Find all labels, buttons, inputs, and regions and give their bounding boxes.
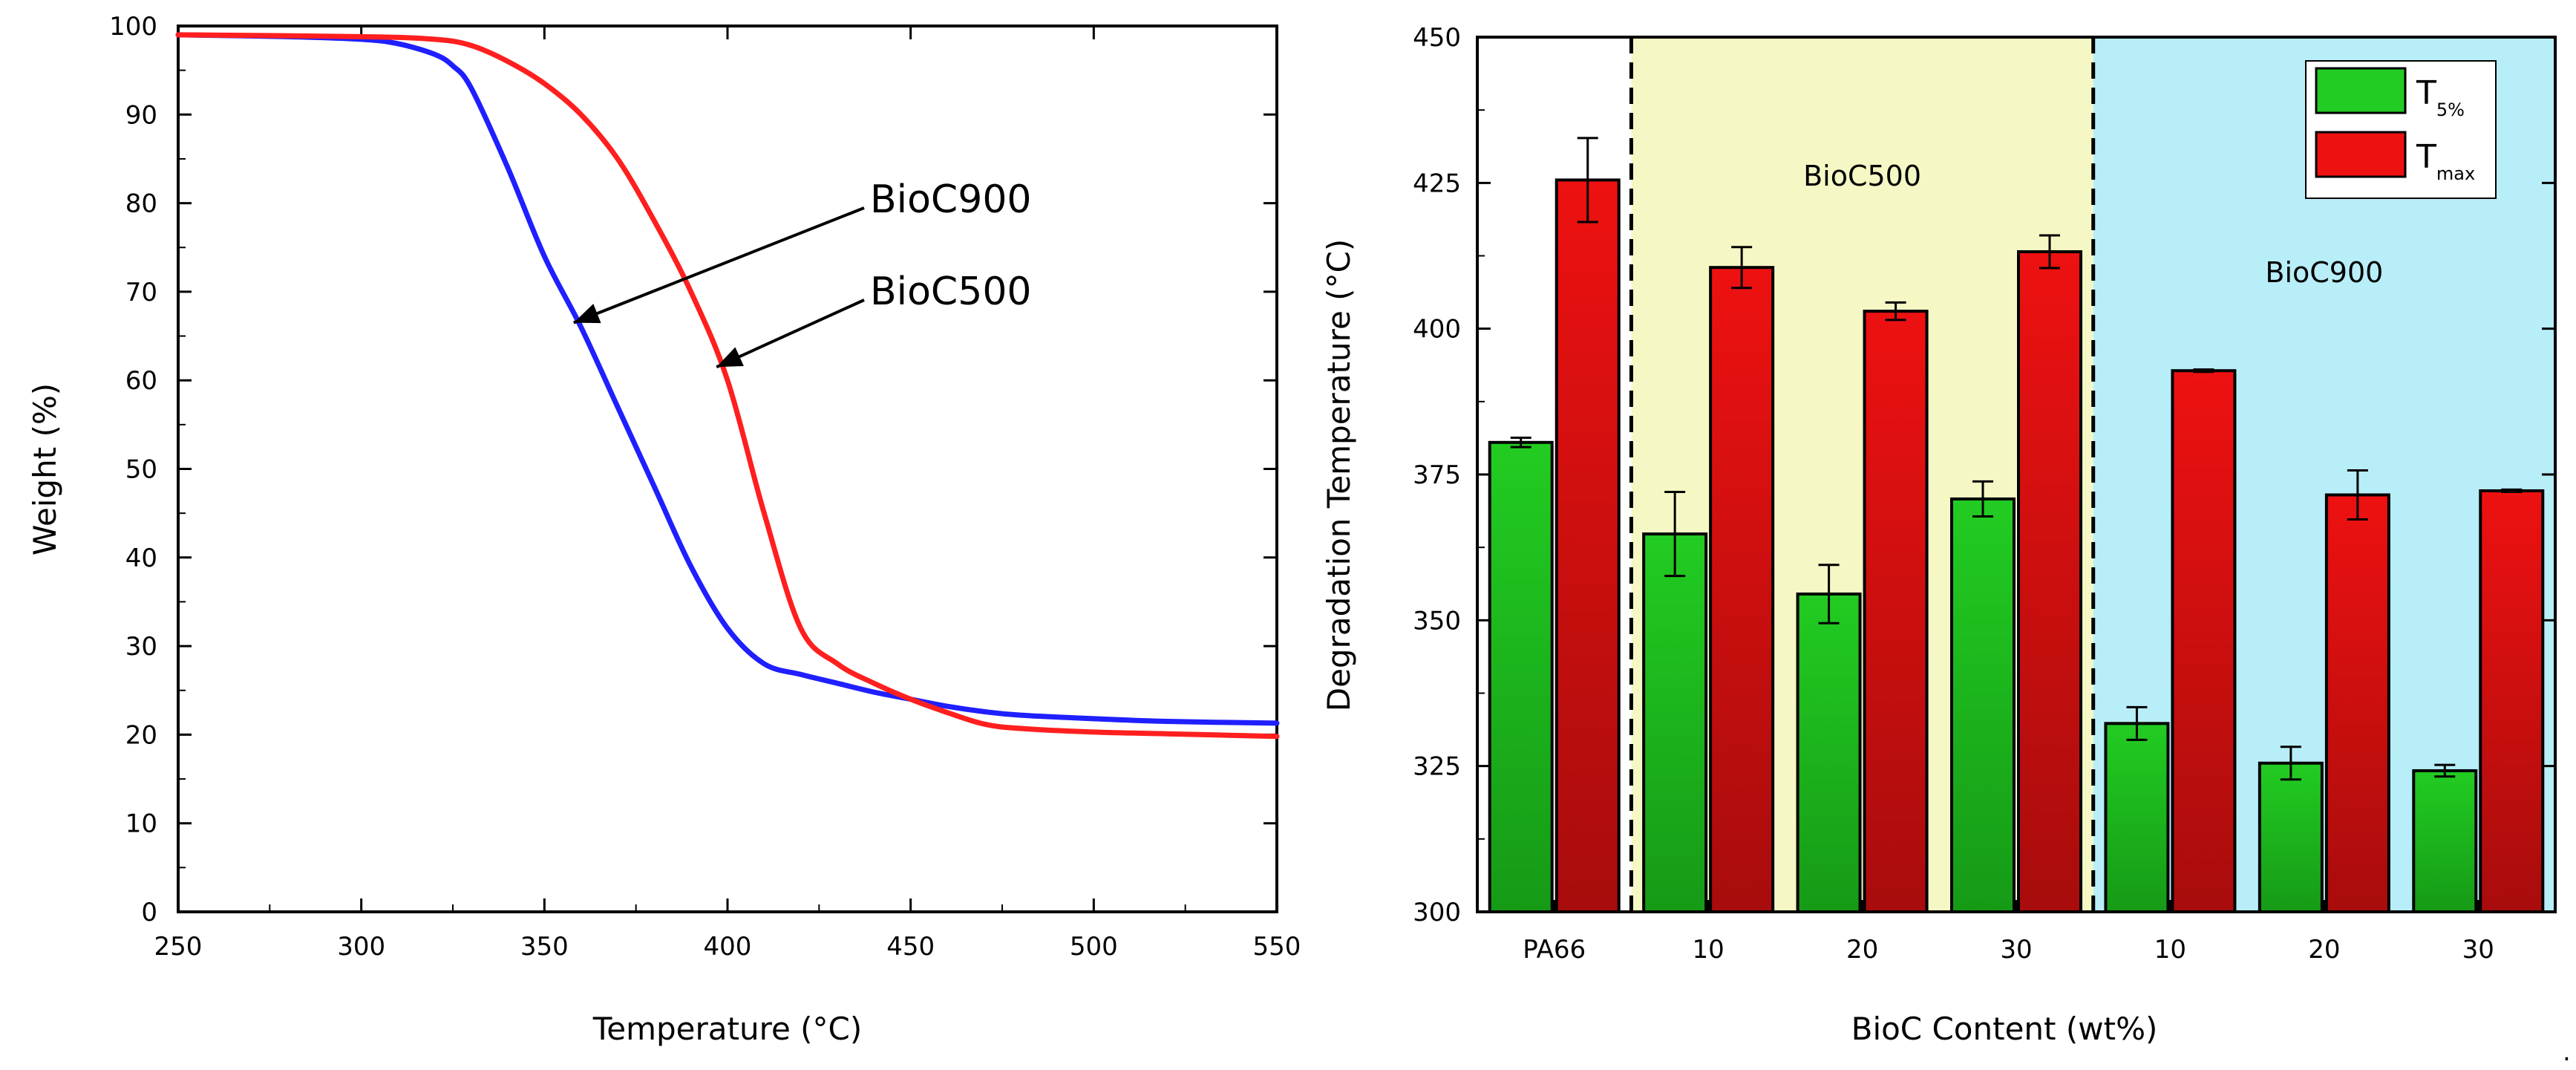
bar-x-tick-label: 20 xyxy=(2308,935,2340,965)
bar-y-tick-label: 450 xyxy=(1413,23,1461,53)
legend-label-t5-sub: 5% xyxy=(2436,100,2465,120)
bar-x-tick-label: 10 xyxy=(2154,935,2186,965)
tga-plot-frame xyxy=(177,25,1278,913)
bar-x-tick-label: 30 xyxy=(2462,935,2494,965)
bar-t5pct-2 xyxy=(1796,592,1862,913)
bar-x-tick-label: PA66 xyxy=(1523,935,1586,965)
bar-t5pct-5 xyxy=(2258,761,2324,913)
legend-label-t5-main: T xyxy=(2416,74,2436,112)
bar-tmax-1 xyxy=(1709,266,1775,913)
legend-label-t5: T5% xyxy=(2416,74,2465,120)
annotation-bioc900-label: BioC900 xyxy=(870,177,1032,222)
bar-chart: BioC500 BioC900 300 325 350 375 400 425 450 PA66… xyxy=(1321,23,2557,1047)
tga-y-tick-label: 60 xyxy=(125,366,157,396)
legend: T5% Tmax xyxy=(2305,60,2497,199)
bar-x-axis-title: BioC Content (wt%) xyxy=(1851,1011,2158,1047)
tga-x-tick-label: 250 xyxy=(154,932,203,962)
curve-bioc500 xyxy=(175,32,1280,740)
bar-t5pct-4 xyxy=(2104,722,2170,914)
tga-x-tick-label: 300 xyxy=(337,932,385,962)
annotation-bioc500-label: BioC500 xyxy=(870,270,1032,314)
bar-t5pct-1 xyxy=(1642,532,1708,913)
legend-label-tmax: Tmax xyxy=(2416,138,2475,184)
tga-y-tick-label: 20 xyxy=(125,720,157,750)
tga-x-tick-label: 350 xyxy=(520,932,569,962)
annotation-arrow-line xyxy=(573,206,865,324)
bar-x-tick-label: 20 xyxy=(1846,935,1878,965)
bar-tmax-5 xyxy=(2324,493,2390,913)
bar-y-tick-label: 350 xyxy=(1413,606,1461,636)
tga-x-tick-label: 550 xyxy=(1253,932,1301,962)
tga-y-tick-label: 50 xyxy=(125,455,157,485)
tga-annotations: BioC900 BioC500 xyxy=(573,177,1032,369)
tga-axis-ticks: 250 300 350 400 450 500 550 0 10 20 30 40 50 60 70 80 90… xyxy=(109,12,1301,962)
tga-y-tick-label: 40 xyxy=(125,544,157,573)
annotation-arrow-head xyxy=(716,347,744,368)
tga-x-tick-label: 400 xyxy=(704,932,752,962)
legend-swatch-tmax xyxy=(2315,131,2407,178)
trailing-mark: . xyxy=(2563,1037,2571,1067)
bar-plot-frame xyxy=(1476,36,2557,913)
region-bioc500 xyxy=(1631,37,2093,912)
tga-y-tick-label: 90 xyxy=(125,100,157,130)
bar-t5pct-0 xyxy=(1488,440,1554,913)
bar-tmax-4 xyxy=(2171,369,2237,913)
bar-tmax-3 xyxy=(2017,250,2082,913)
bar-axis-ticks: 300 325 350 375 400 425 450 PA66 10 20 30 10 20 30 xyxy=(1413,23,2555,965)
tga-x-axis-title: Temperature (°C) xyxy=(592,1011,863,1047)
annotation-arrow-line xyxy=(716,299,865,369)
tga-y-tick-label: 0 xyxy=(141,898,157,927)
bar-y-tick-label: 300 xyxy=(1413,898,1461,927)
tga-y-tick-label: 30 xyxy=(125,632,157,662)
legend-label-tmax-sub: max xyxy=(2436,163,2475,184)
bar-y-tick-label: 325 xyxy=(1413,752,1461,782)
bar-y-tick-label: 400 xyxy=(1413,315,1461,345)
bar-y-tick-label: 425 xyxy=(1413,169,1461,198)
legend-swatch-t5 xyxy=(2315,67,2407,114)
bar-t5pct-6 xyxy=(2412,769,2478,913)
bar-y-tick-label: 375 xyxy=(1413,460,1461,490)
tga-y-tick-label: 70 xyxy=(125,278,157,307)
curve-bioc900 xyxy=(175,32,1280,726)
annotation-arrow-head xyxy=(573,304,601,324)
bar-t5pct-3 xyxy=(1950,497,2016,913)
tga-x-tick-label: 500 xyxy=(1070,932,1118,962)
legend-label-tmax-main: T xyxy=(2416,138,2436,176)
tga-x-tick-label: 450 xyxy=(886,932,935,962)
tga-y-tick-label: 10 xyxy=(125,809,157,839)
tga-y-axis-title: Weight (%) xyxy=(27,383,63,555)
bar-marks xyxy=(1488,137,2545,914)
tga-y-tick-label: 80 xyxy=(125,189,157,219)
region-label-bioc500: BioC500 xyxy=(1803,160,1921,192)
bar-tmax-0 xyxy=(1555,178,1621,913)
tga-y-tick-label: 100 xyxy=(109,12,157,42)
bar-y-axis-title: Degradation Temperature (°C) xyxy=(1321,239,1357,712)
tga-chart: 250 300 350 400 450 500 550 0 10 20 30 40 50 60 70 80 90… xyxy=(27,12,1301,1047)
bar-x-tick-label: 10 xyxy=(1693,935,1725,965)
bar-tmax-6 xyxy=(2479,489,2545,913)
bar-tmax-2 xyxy=(1863,310,1929,913)
region-label-bioc900: BioC900 xyxy=(2265,256,2383,289)
tga-curves xyxy=(175,32,1280,740)
bar-x-tick-label: 30 xyxy=(2000,935,2032,965)
